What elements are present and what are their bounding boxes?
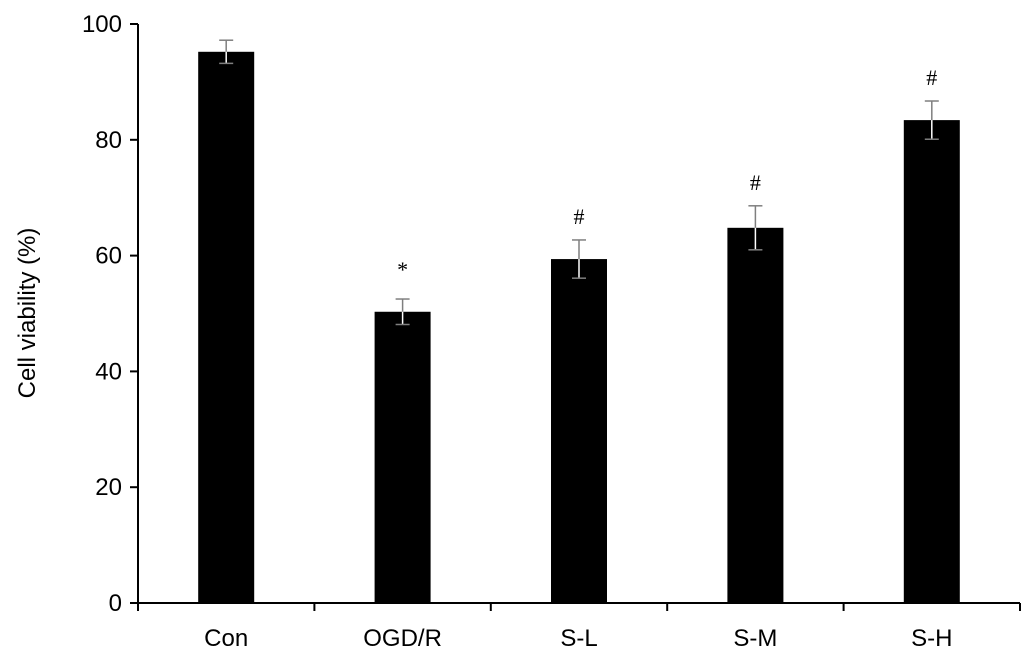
y-axis-title: Cell viability (%)	[14, 228, 41, 399]
bar	[727, 227, 784, 604]
x-tick-label: S-L	[560, 625, 597, 652]
y-tick-label: 80	[95, 127, 122, 154]
x-tick-label: Con	[204, 625, 248, 652]
bar	[198, 51, 255, 604]
error-bar	[572, 239, 586, 279]
y-axis: 0 20 40 60 80 100	[82, 11, 139, 617]
y-tick-label: 60	[95, 243, 122, 270]
error-bars-group	[219, 39, 939, 326]
error-bar	[924, 100, 939, 140]
error-bar	[748, 205, 763, 251]
significance-hash: #	[574, 204, 585, 229]
significance-hash: #	[926, 65, 937, 90]
y-tick-label: 0	[109, 590, 122, 617]
y-tick-label: 40	[95, 358, 122, 385]
x-tick-label: OGD/R	[363, 625, 442, 652]
bar	[374, 311, 431, 603]
significance-asterisk: *	[397, 257, 408, 282]
y-tick-label: 100	[82, 11, 122, 38]
y-tick-label: 20	[95, 474, 122, 501]
significance-hash: #	[750, 170, 761, 195]
x-tick-label: S-M	[733, 625, 777, 652]
bars-group	[198, 51, 960, 604]
annotations-group: * # # #	[397, 65, 937, 282]
x-axis: Con OGD/R S-L S-M S-H	[137, 602, 1021, 652]
bar	[903, 120, 960, 603]
x-tick-label: S-H	[911, 625, 952, 652]
error-bar	[219, 39, 234, 65]
bar	[551, 259, 607, 603]
error-bar	[395, 298, 410, 326]
